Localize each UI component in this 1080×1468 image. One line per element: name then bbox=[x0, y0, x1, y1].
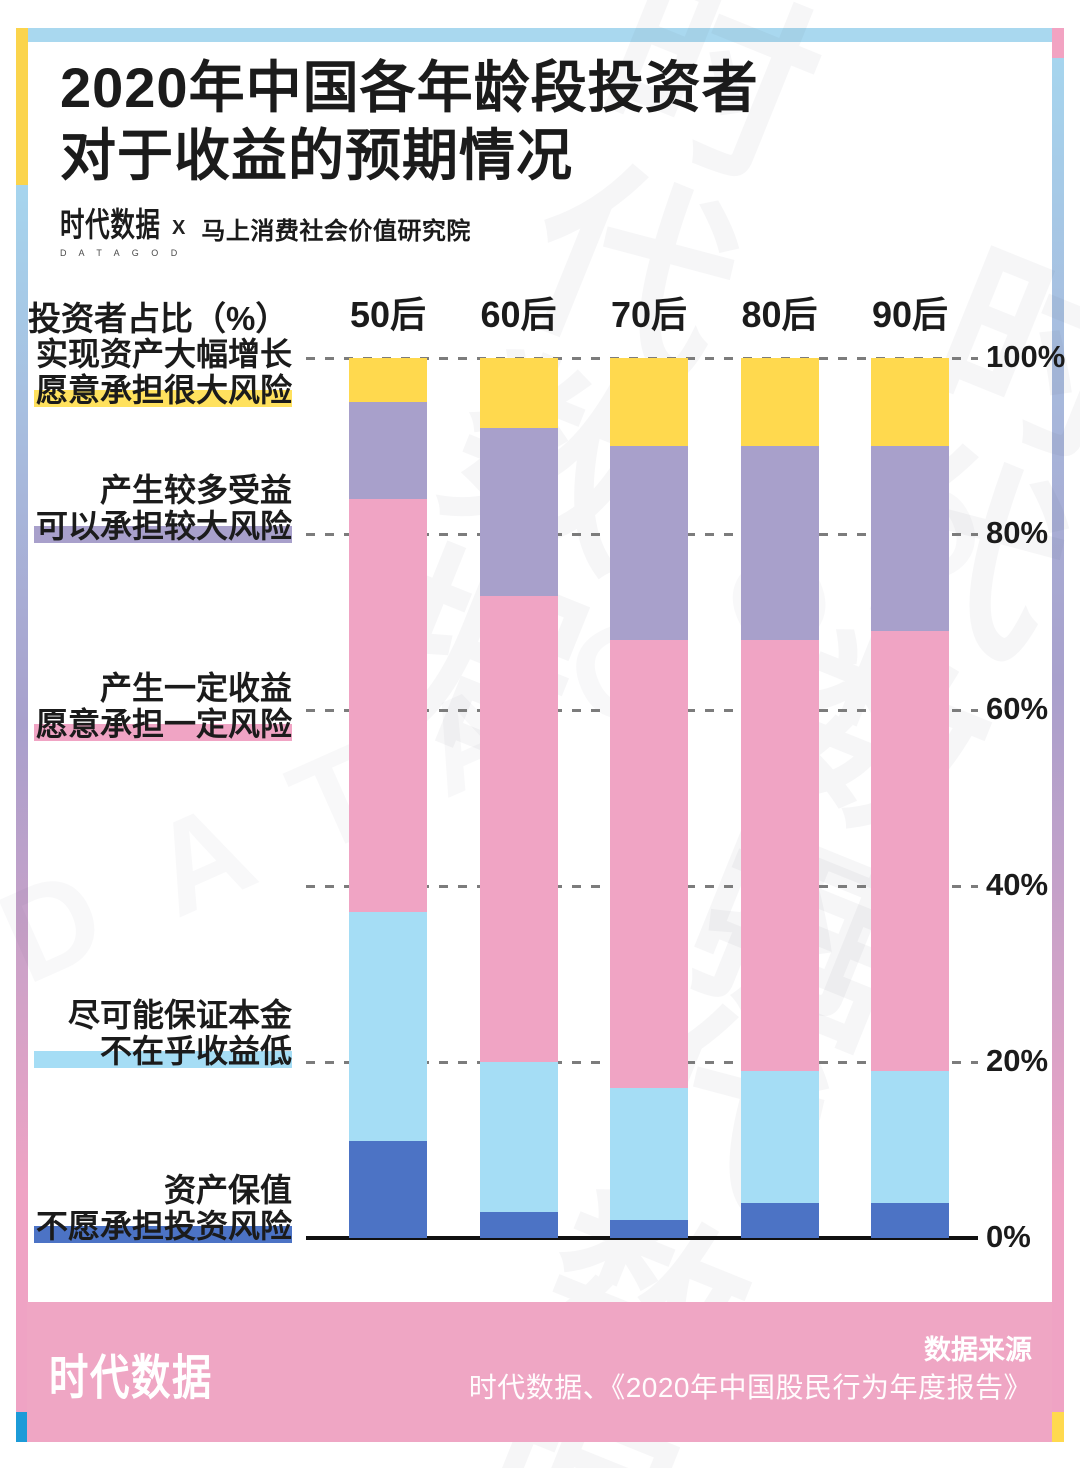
collab-x-mark: X bbox=[172, 216, 186, 239]
frame-right-stripe-gradient bbox=[1052, 58, 1064, 1412]
series-label: 尽可能保证本金 不在乎收益低 bbox=[28, 997, 292, 1069]
bar-segment bbox=[740, 639, 819, 1071]
series-label-line: 不在乎收益低 bbox=[99, 1033, 292, 1069]
bar-segment bbox=[610, 639, 688, 1089]
series-label-line: 实现资产大幅增长 bbox=[35, 336, 292, 372]
frame-left-stripe-yellow bbox=[16, 28, 28, 185]
footer-band: 时代数据 数据来源 时代数据、《2020年中国股民行为年度报告》 bbox=[27, 1302, 1052, 1442]
bar-segment bbox=[871, 630, 949, 1071]
series-label-line: 愿意承担很大风险 bbox=[35, 372, 292, 408]
y-tick-label: 40% bbox=[986, 867, 1049, 902]
bar-segment bbox=[740, 1202, 819, 1238]
bar-segment bbox=[871, 446, 949, 631]
datagod-logo: 时代数据 D A T A G O D bbox=[60, 198, 183, 258]
series-label-line: 产生较多受益 bbox=[99, 472, 292, 508]
series-label-underline bbox=[34, 724, 292, 741]
frame-right-accent-yellow bbox=[1052, 1412, 1064, 1442]
bar-segment bbox=[349, 358, 427, 402]
series-label-underline bbox=[34, 1051, 292, 1068]
page-title: 2020年中国各年龄段投资者 对于收益的预期情况 bbox=[60, 54, 759, 190]
bar-segment bbox=[740, 358, 819, 446]
bar-segment bbox=[871, 1070, 949, 1203]
bar-segment bbox=[349, 912, 427, 1142]
series-label-line: 不愿承担投资风险 bbox=[35, 1208, 292, 1244]
y-tick-label: 0% bbox=[986, 1219, 1031, 1254]
bar-segment bbox=[479, 428, 558, 596]
bar-segment bbox=[479, 358, 558, 429]
bar-segment bbox=[871, 1202, 949, 1238]
bar-segment bbox=[740, 1070, 819, 1203]
page-title-line2: 对于收益的预期情况 bbox=[60, 124, 573, 187]
page-title-line1: 2020年中国各年龄段投资者 bbox=[60, 56, 759, 119]
series-label-underline bbox=[34, 1226, 292, 1243]
frame-left-stripe-gradient bbox=[16, 185, 28, 1412]
datagod-logo-cn: 时代数据 bbox=[60, 206, 161, 243]
bar-segment bbox=[610, 1088, 688, 1221]
series-label: 实现资产大幅增长 愿意承担很大风险 bbox=[28, 336, 292, 408]
partner-name: 马上消费社会价值研究院 bbox=[201, 217, 471, 245]
category-header: 90后 bbox=[871, 294, 949, 335]
frame-right-accent-pink bbox=[1052, 28, 1064, 58]
bar-segment bbox=[479, 1062, 558, 1212]
y-tick-label: 20% bbox=[986, 1043, 1049, 1078]
y-tick-label: 60% bbox=[986, 691, 1049, 726]
frame-left-accent-blue bbox=[16, 1412, 28, 1442]
series-label-underline bbox=[34, 390, 292, 407]
bar-segment bbox=[610, 446, 688, 640]
series-label: 产生较多受益 可以承担较大风险 bbox=[28, 472, 292, 544]
category-header: 80后 bbox=[741, 294, 818, 335]
series-label: 产生一定收益 愿意承担一定风险 bbox=[28, 670, 292, 742]
bar-segment bbox=[610, 1220, 688, 1238]
category-header: 70后 bbox=[610, 294, 688, 335]
y-axis-unit-label: 投资者占比（%） bbox=[28, 300, 289, 337]
category-header: 60后 bbox=[480, 294, 557, 335]
source-text: 时代数据、《2020年中国股民行为年度报告》 bbox=[468, 1372, 1032, 1403]
bar-segment bbox=[479, 1211, 558, 1238]
bar-segment bbox=[349, 402, 427, 499]
series-label: 资产保值 不愿承担投资风险 bbox=[28, 1172, 292, 1244]
brand-row: 时代数据 D A T A G O D X 马上消费社会价值研究院 bbox=[60, 198, 471, 258]
y-tick-label: 100% bbox=[986, 339, 1066, 374]
footer-logo: 时代数据 bbox=[49, 1352, 214, 1405]
bar-segment bbox=[479, 595, 558, 1062]
bar-segment bbox=[740, 446, 819, 640]
x-axis-line bbox=[306, 1236, 978, 1240]
bar-segment bbox=[349, 498, 427, 913]
series-label-line: 愿意承担一定风险 bbox=[35, 706, 292, 742]
category-header: 50后 bbox=[349, 294, 427, 335]
bar-segment bbox=[610, 358, 688, 446]
datagod-logo-en: D A T A G O D bbox=[60, 248, 183, 258]
y-tick-label: 80% bbox=[986, 515, 1049, 550]
source-label: 数据来源 bbox=[924, 1335, 1032, 1365]
frame-top-bar bbox=[28, 28, 1052, 42]
series-label-underline bbox=[34, 526, 292, 543]
series-label-line: 产生一定收益 bbox=[99, 670, 292, 706]
bar-segment bbox=[349, 1141, 427, 1238]
series-label-line: 尽可能保证本金 bbox=[67, 997, 292, 1033]
series-label-line: 可以承担较大风险 bbox=[35, 508, 292, 544]
bar-segment bbox=[871, 358, 949, 446]
series-label-line: 资产保值 bbox=[163, 1172, 292, 1208]
